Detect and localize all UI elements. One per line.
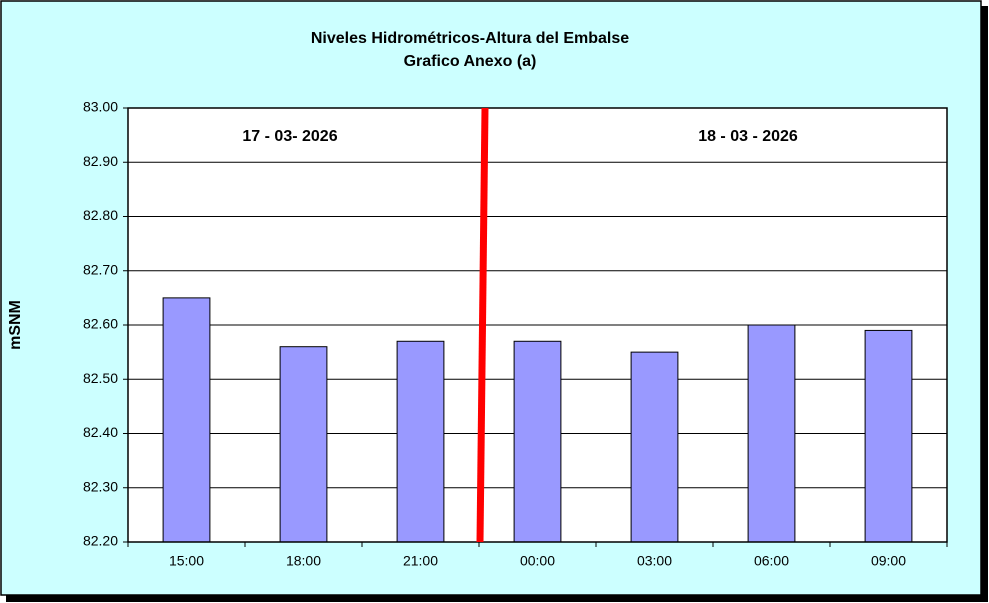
x-tick-label: 21:00 [403,553,438,569]
y-tick-label: 82.70 [83,261,118,277]
bar [513,340,562,543]
day-divider [476,107,489,543]
y-tick-label: 82.40 [83,424,118,440]
x-tick-label: 06:00 [754,553,789,569]
y-tick-label: 82.30 [83,478,118,494]
y-tick-label: 83.00 [83,99,118,115]
bar [864,329,913,543]
chart-subtitle: Grafico Anexo (a) [404,53,537,70]
x-tick-label: 09:00 [871,553,906,569]
x-tick-label: 00:00 [520,553,555,569]
y-tick-label: 82.80 [83,207,118,223]
x-tick-label: 15:00 [169,553,204,569]
plot-border [127,107,948,543]
bar [279,346,328,543]
bar [162,297,211,543]
annotation: 17 - 03- 2026 [242,128,337,145]
bar [747,324,796,543]
x-tick-label: 03:00 [637,553,672,569]
bar [396,340,445,543]
y-tick-label: 82.90 [83,153,118,169]
chart-title: Niveles Hidrométricos-Altura del Embalse [311,30,629,47]
y-axis-label: mSNM [7,300,24,350]
y-tick-label: 82.20 [83,533,118,549]
bar [630,351,679,543]
y-tick-label: 82.60 [83,316,118,332]
x-tick-label: 18:00 [286,553,321,569]
y-tick-label: 82.50 [83,370,118,386]
annotation: 18 - 03 - 2026 [698,128,798,145]
